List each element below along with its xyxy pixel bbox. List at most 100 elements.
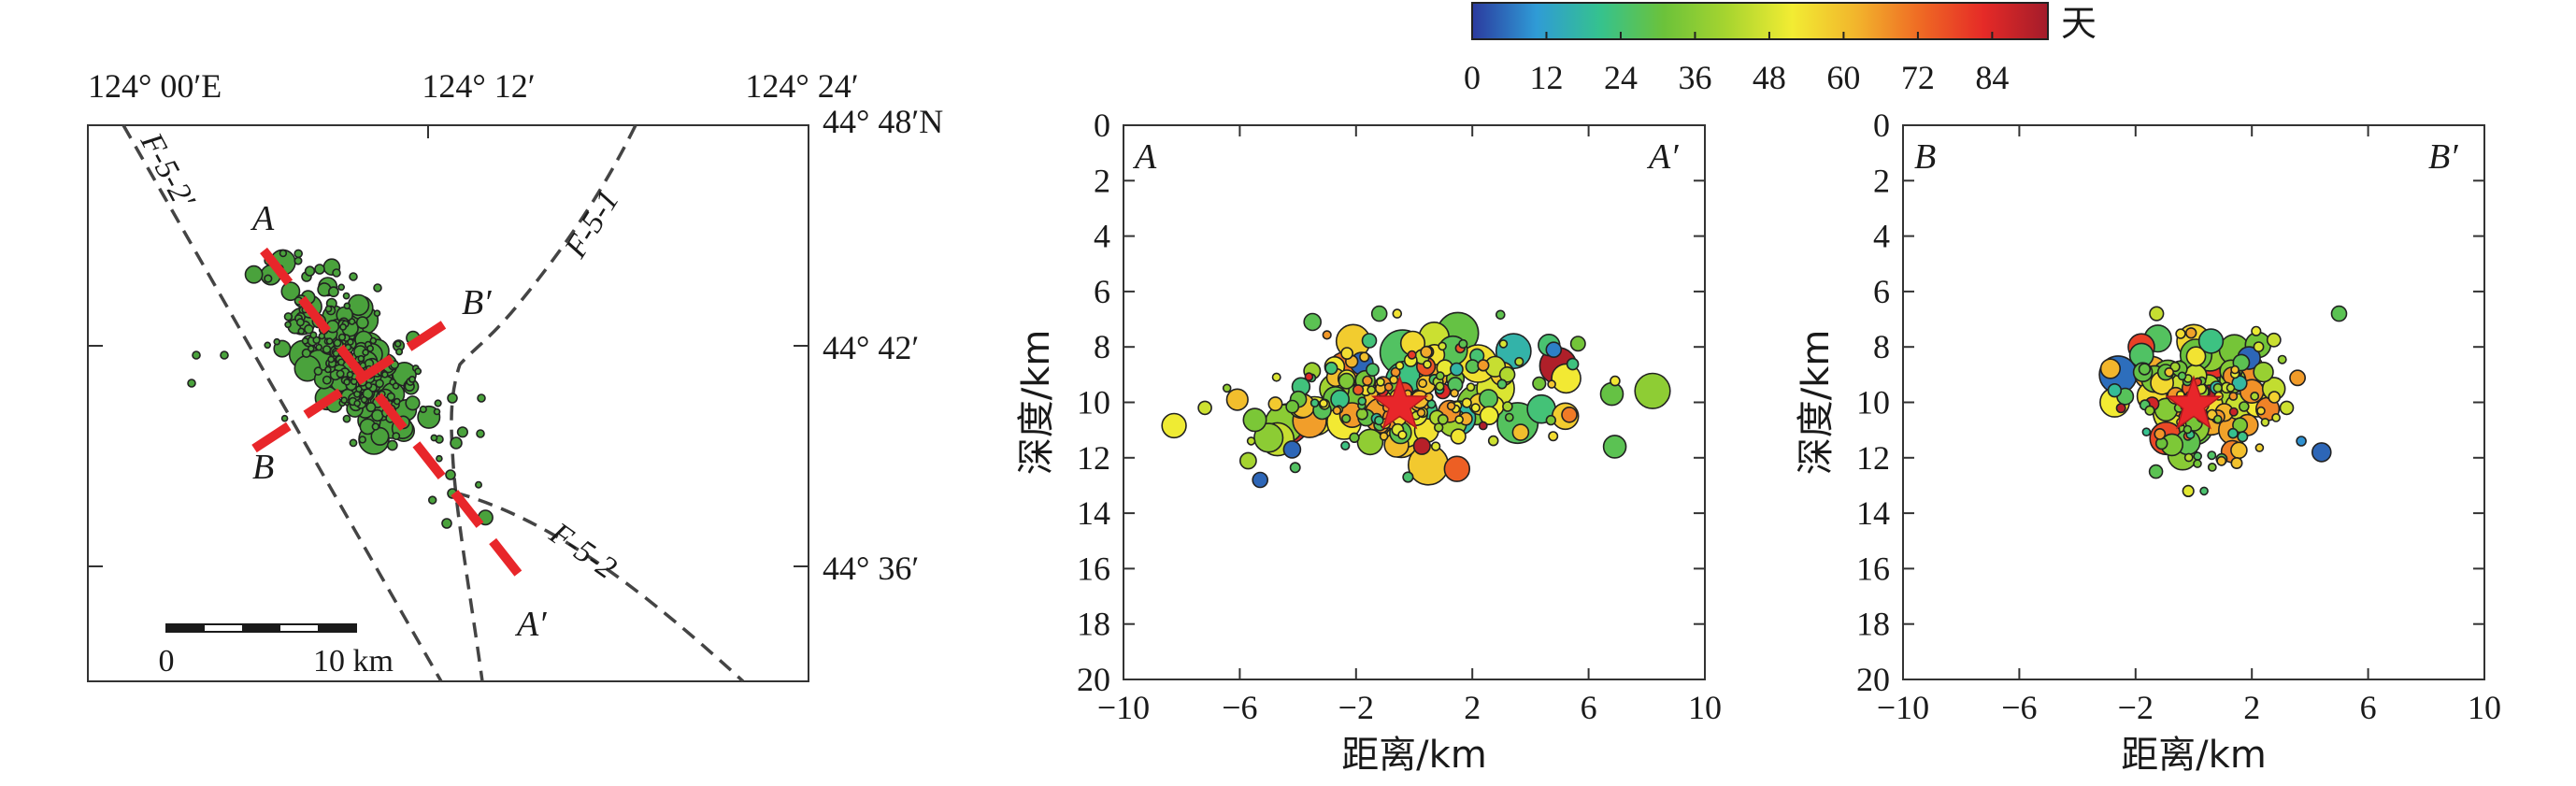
fault-label-F-5-2-prime: F-5-2′ <box>133 127 201 215</box>
map-epicenter <box>313 366 323 376</box>
map-epicenter <box>273 337 281 346</box>
scalebar-end: 10 km <box>313 644 394 679</box>
hypocenter <box>2250 391 2260 401</box>
map-epicenter <box>342 414 351 423</box>
map-epicenter <box>327 286 339 298</box>
hypocenter <box>2213 414 2223 424</box>
map-epicenter <box>327 355 336 364</box>
hypocenter <box>2216 455 2227 466</box>
scalebar-segment <box>318 624 356 632</box>
map-epicenter <box>434 399 442 407</box>
hypocenter <box>2138 363 2152 376</box>
hypocenter <box>1496 309 1506 321</box>
y-axis-label: 深度/km <box>1015 330 1058 476</box>
hypocenter <box>2185 346 2207 367</box>
hypocenter <box>1498 365 1516 383</box>
hypocenter <box>2260 417 2270 427</box>
hypocenter <box>2144 405 2155 416</box>
fault-F-5-2-prime-line <box>122 124 443 682</box>
y-tick-label: 12 <box>1856 439 1890 477</box>
hypocenter <box>1423 360 1432 369</box>
map-epicenter <box>304 265 316 277</box>
hypocenter <box>1322 330 1332 340</box>
y-tick-label: 6 <box>1873 273 1890 310</box>
scalebar-segment <box>242 624 280 632</box>
y-tick-label: 2 <box>1094 162 1110 199</box>
y-tick-label: 14 <box>1856 494 1890 532</box>
hypocenter <box>1319 398 1328 408</box>
hypocenter <box>1437 413 1449 425</box>
map-epicenter <box>301 336 309 345</box>
hypocenter <box>1412 436 1431 455</box>
lon-label: 124° 12′ <box>422 67 535 105</box>
hypocenter <box>2148 464 2164 479</box>
map-epicenter <box>430 434 438 442</box>
hypocenter <box>1450 388 1459 398</box>
map-epicenter <box>322 375 332 385</box>
hypocenter <box>2268 391 2281 404</box>
hypocenter <box>1514 356 1524 367</box>
map-epicenter <box>336 369 345 379</box>
y-tick-label: 4 <box>1873 218 1890 255</box>
hypocenter <box>1355 407 1368 421</box>
y-axis-label: 深度/km <box>1795 330 1838 476</box>
x-tick-label: −2 <box>1338 689 1374 726</box>
y-tick-label: 8 <box>1094 328 1110 365</box>
map-epicenter <box>477 393 486 403</box>
hypocenter <box>1253 422 1284 453</box>
hypocenter <box>2199 486 2209 496</box>
map-epicenter <box>355 316 369 330</box>
hypocenter <box>2253 361 2274 383</box>
map-epicenter <box>349 272 358 281</box>
hypocenter <box>1496 379 1508 390</box>
hypocenter <box>1561 406 1578 423</box>
map-epicenter <box>393 397 401 406</box>
map-epicenter <box>447 393 458 404</box>
hypocenter <box>2230 441 2248 460</box>
map-epicenter <box>295 318 305 327</box>
colorbar: 0 12 24 36 48 60 72 84 天 <box>1464 2 2097 96</box>
map-epicenter <box>433 407 441 416</box>
hypocenter <box>2182 484 2195 498</box>
map-epicenter <box>324 305 333 313</box>
hypocenter <box>1359 351 1370 363</box>
map-epicenter <box>339 322 347 331</box>
lon-label: 124° 24′ <box>745 67 858 105</box>
colorbar-tick-label: 48 <box>1753 59 1786 96</box>
hypocenter <box>1395 361 1405 371</box>
hypocenter <box>1362 375 1373 387</box>
map-epicenter <box>357 354 365 363</box>
section-corner-label-right: B′ <box>2428 137 2458 177</box>
hypocenter <box>1532 376 1547 392</box>
fault-F-5-1-line <box>450 124 637 682</box>
hypocenter <box>2141 427 2152 437</box>
hypocenter <box>1461 397 1472 408</box>
map-epicenter <box>346 370 354 379</box>
map-epicenter <box>349 438 358 448</box>
profile-label-B: B <box>252 448 274 487</box>
hypocenter <box>1416 407 1426 418</box>
hypocenter <box>2177 371 2187 381</box>
map-epicenter <box>318 332 326 340</box>
hypocenter <box>1379 431 1389 441</box>
hypocenter <box>2164 366 2174 378</box>
section-corner-label-left: A <box>1132 137 1157 177</box>
map-epicenter <box>314 264 325 275</box>
hypocenter <box>1511 423 1530 441</box>
hypocenter <box>1569 336 1586 352</box>
hypocenter <box>2271 412 2281 422</box>
map-epicenter <box>366 344 374 352</box>
x-tick-label: 2 <box>2243 689 2260 726</box>
y-tick-label: 6 <box>1094 273 1110 310</box>
map-epicenter <box>392 382 400 390</box>
hypocenter <box>1222 383 1232 393</box>
hypocenter <box>2154 427 2167 440</box>
map-epicenter <box>428 495 437 505</box>
map-epicenter <box>283 312 293 322</box>
section-panel-A: 0 2 4 6 8 10 12 14 16 18 20−10 −6 −2 2 6 10 距离/km 深度/km A A… <box>1015 107 1722 777</box>
y-tick-label: 18 <box>1077 606 1110 643</box>
lat-label: 44° 48′N <box>823 103 943 140</box>
y-tick-label: 2 <box>1873 162 1890 199</box>
map-epicenter <box>187 379 196 388</box>
hypocenter <box>1376 377 1385 387</box>
